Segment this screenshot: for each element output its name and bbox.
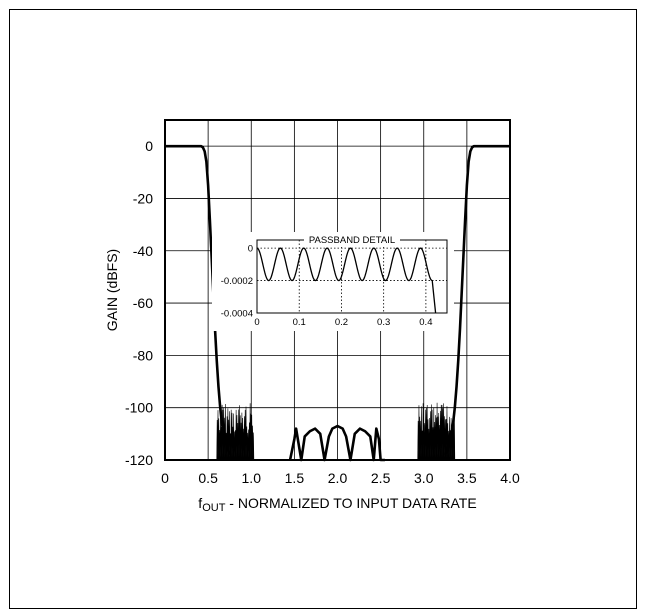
inset-x-tick-label: 0 <box>254 317 259 328</box>
x-tick-label: 0 <box>161 470 169 486</box>
y-tick-label: 0 <box>145 138 153 154</box>
gain-chart: 0 0.5 1.0 1.5 2.0 2.5 3.0 3.5 4.0 0 -20 -40 -60 -80 -… <box>104 119 520 514</box>
inset-y-tick-label: 0 <box>248 244 253 255</box>
x-tick-label: 1.5 <box>285 470 305 486</box>
stopband-noise-band <box>417 402 456 461</box>
y-tick-labels: 0 -20 -40 -60 -80 -100 -120 <box>125 138 153 468</box>
passband-inset: PASSBAND DETAIL 0 0.1 0.2 0.3 0.4 0 -0.0002 -0… <box>212 232 454 331</box>
inset-background <box>212 232 454 331</box>
x-tick-label: 0.5 <box>198 470 218 486</box>
x-axis-label-sub: OUT <box>202 502 226 514</box>
inset-x-tick-label: 0.1 <box>293 317 306 328</box>
y-axis-label: GAIN (dBFS) <box>104 249 120 331</box>
inset-y-tick-label: -0.0004 <box>221 309 253 320</box>
x-tick-label: 3.0 <box>414 470 434 486</box>
x-tick-label: 3.5 <box>457 470 477 486</box>
y-tick-label: -80 <box>133 347 153 363</box>
y-tick-label: -120 <box>125 452 153 468</box>
response-curve-segment <box>444 144 510 456</box>
y-tick-label: -20 <box>133 190 153 206</box>
stopband-noise <box>216 402 456 461</box>
x-tick-label: 4.0 <box>500 470 520 486</box>
x-tick-label: 2.0 <box>328 470 348 486</box>
x-axis-label-rest: - NORMALIZED TO INPUT DATA RATE <box>225 495 476 511</box>
y-tick-label: -40 <box>133 243 153 259</box>
inset-title-background <box>304 234 400 246</box>
inset-title: PASSBAND DETAIL <box>309 235 395 246</box>
plot-border <box>164 119 511 461</box>
inset-x-tick-labels: 0 0.1 0.2 0.3 0.4 <box>254 317 432 328</box>
inset-y-tick-labels: 0 -0.0002 -0.0004 <box>221 244 253 320</box>
x-tick-label: 1.0 <box>242 470 262 486</box>
inset-y-tick-label: -0.0002 <box>221 276 253 287</box>
y-tick-label: -100 <box>125 400 153 416</box>
inset-ripple-curve <box>256 247 437 314</box>
inset-x-tick-label: 0.4 <box>419 317 432 328</box>
x-tick-label: 2.5 <box>371 470 391 486</box>
x-axis-label-main: f <box>198 495 202 511</box>
inset-grid <box>257 240 447 313</box>
x-tick-labels: 0 0.5 1.0 1.5 2.0 2.5 3.0 3.5 4.0 <box>161 470 520 486</box>
inset-x-tick-label: 0.2 <box>335 317 348 328</box>
x-axis-label: fOUT - NORMALIZED TO INPUT DATA RATE <box>198 495 476 514</box>
inset-x-tick-label: 0.3 <box>377 317 390 328</box>
y-tick-label: -60 <box>133 295 153 311</box>
